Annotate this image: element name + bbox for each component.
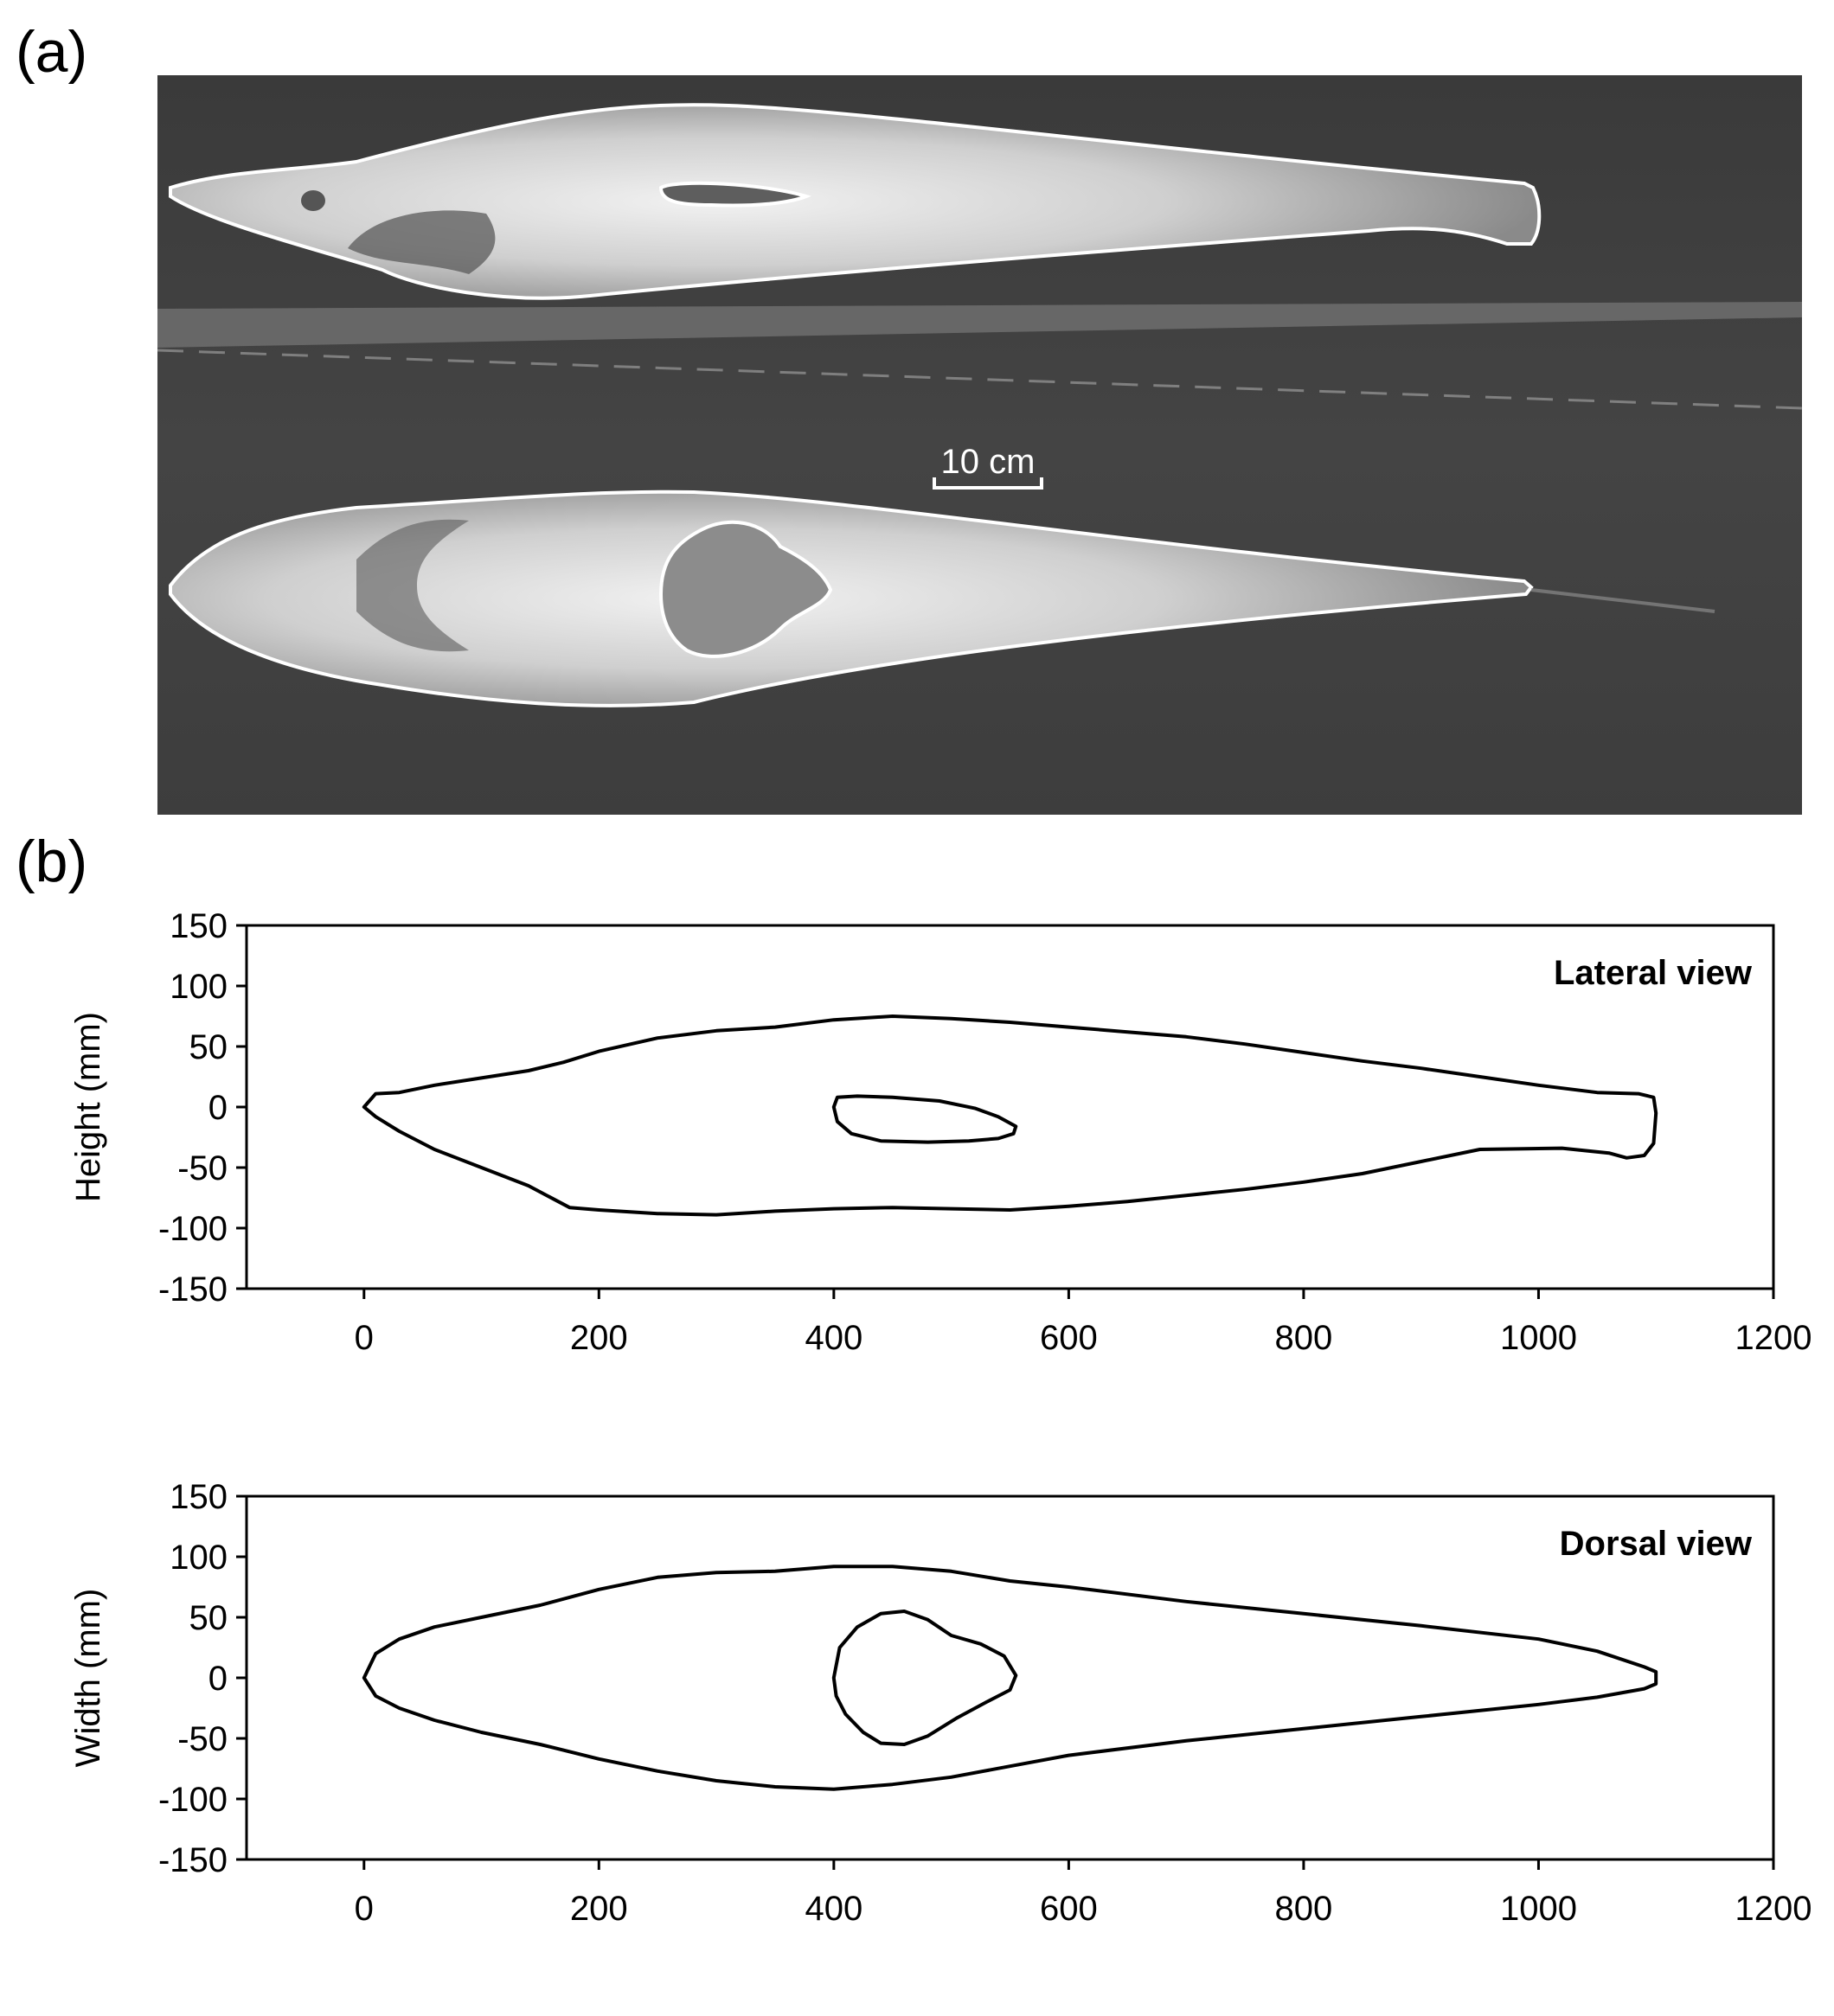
plot-frame	[245, 924, 1775, 1290]
swimbladder-outline-series	[831, 1610, 1018, 1746]
body-outline-series	[362, 1014, 1658, 1217]
x-tick-label: 400	[805, 1319, 862, 1357]
x-tick-label: 600	[1040, 1890, 1098, 1928]
y-tick-label: 150	[170, 907, 228, 945]
x-tick-label: 800	[1275, 1319, 1333, 1357]
y-tick-label: -100	[158, 1781, 228, 1819]
x-tick-label: 1000	[1500, 1890, 1577, 1928]
swimbladder-outline-series	[831, 1094, 1018, 1144]
x-tick-label: 1200	[1735, 1890, 1812, 1928]
chart-title: Lateral view	[1554, 954, 1753, 992]
plot-frame	[245, 1494, 1775, 1861]
y-tick-label: -50	[177, 1720, 228, 1758]
y-tick-label: -150	[158, 1270, 228, 1309]
xray-photograph: 10 cm	[157, 75, 1802, 815]
x-tick-label: 800	[1275, 1890, 1333, 1928]
x-tick-label: 1000	[1500, 1319, 1577, 1357]
y-tick-label: 100	[170, 968, 228, 1006]
x-axis-label: Length (mm)	[912, 1950, 1108, 1955]
y-tick-label: 150	[170, 1478, 228, 1516]
scale-bar-label: 10 cm	[941, 443, 1036, 481]
support-rail	[157, 302, 1802, 348]
y-tick-label: 0	[208, 1660, 228, 1698]
x-axis-label: Length (mm)	[912, 1379, 1108, 1384]
y-tick-label: 50	[189, 1599, 228, 1637]
y-tick-label: 50	[189, 1028, 228, 1066]
x-tick-label: 1200	[1735, 1319, 1812, 1357]
chart-title: Dorsal view	[1560, 1525, 1753, 1563]
x-tick-label: 400	[805, 1890, 862, 1928]
y-tick-label: -150	[158, 1841, 228, 1879]
lateral-view-fish	[169, 103, 1542, 300]
y-tick-label: 0	[208, 1089, 228, 1127]
y-tick-label: 100	[170, 1539, 228, 1577]
y-axis-label: Width (mm)	[69, 1589, 107, 1768]
y-tick-label: -100	[158, 1210, 228, 1248]
x-tick-label: 200	[570, 1319, 628, 1357]
lateral-view-chart: 150 100 50 0 -50 -100 -150 0 200 400 600 800 1000 120…	[69, 907, 1812, 1384]
dorsal-view-chart: 150 100 50 0 -50 -100 -150 0 200 400 600 800 1000 120…	[69, 1478, 1812, 1955]
x-tick-label: 0	[355, 1890, 374, 1928]
y-tick-label: -50	[177, 1149, 228, 1187]
scale-bar: 10 cm	[933, 443, 1043, 490]
panel-label-b: (b)	[16, 829, 88, 894]
panel-label-a: (a)	[16, 19, 88, 85]
dorsal-view-fish	[169, 490, 1715, 707]
x-tick-label: 0	[355, 1319, 374, 1357]
x-tick-label: 200	[570, 1890, 628, 1928]
body-outline-series	[362, 1565, 1658, 1791]
y-axis-label: Height (mm)	[69, 1012, 107, 1202]
x-tick-label: 600	[1040, 1319, 1098, 1357]
